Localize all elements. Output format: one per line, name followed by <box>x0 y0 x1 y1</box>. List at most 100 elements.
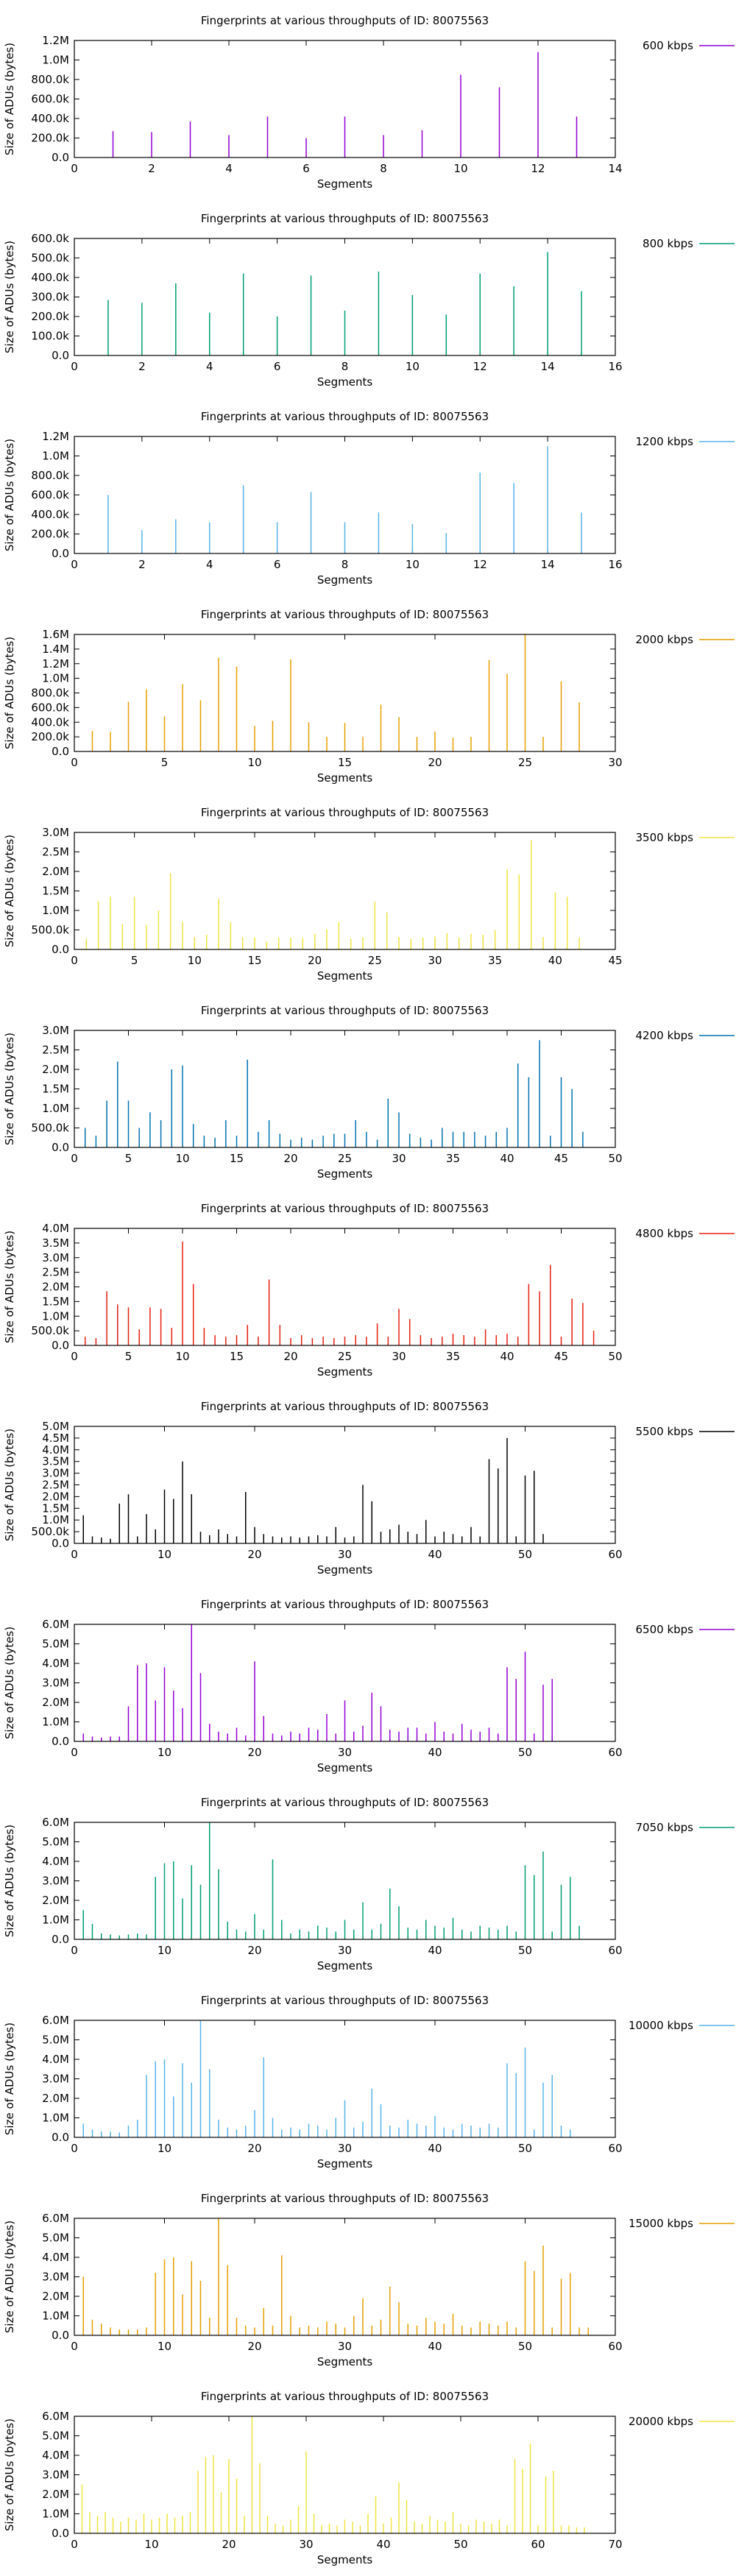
x-tick-label: 45 <box>554 1350 568 1363</box>
y-tick-label: 3.0M <box>42 1677 69 1690</box>
y-tick-label: 1.0M <box>42 904 69 917</box>
chart-title: Fingerprints at various throughputs of I… <box>201 1598 489 1611</box>
chart-panel: Fingerprints at various throughputs of I… <box>3 1994 735 2170</box>
x-tick-label: 0 <box>71 2538 78 2551</box>
chart-title: Fingerprints at various throughputs of I… <box>201 2192 489 2205</box>
x-tick-label: 0 <box>71 360 78 373</box>
y-tick-label: 800.0k <box>31 687 69 700</box>
x-tick-label: 30 <box>299 2538 313 2551</box>
y-tick-label: 3.0M <box>42 1251 69 1264</box>
x-tick-label: 0 <box>71 2142 78 2155</box>
legend-label: 15000 kbps <box>629 2217 693 2230</box>
y-tick-label: 300.0k <box>31 291 69 304</box>
x-tick-label: 10 <box>175 1152 189 1165</box>
y-axis-label: Size of ADUs (bytes) <box>3 439 16 551</box>
y-tick-label: 3.0M <box>42 2469 69 2482</box>
x-tick-label: 40 <box>500 1152 514 1165</box>
plot-frame <box>74 2218 616 2336</box>
y-tick-label: 2.0M <box>42 1490 69 1503</box>
x-tick-label: 60 <box>608 2142 622 2155</box>
y-tick-label: 5.0M <box>42 1836 69 1849</box>
y-tick-label: 600.0k <box>31 489 69 502</box>
legend-label: 4200 kbps <box>636 1029 694 1042</box>
y-axis-label: Size of ADUs (bytes) <box>3 1825 16 1937</box>
x-tick-label: 5 <box>161 756 169 769</box>
x-tick-label: 40 <box>548 954 562 967</box>
x-tick-label: 10 <box>158 1746 171 1759</box>
chart-panel: Fingerprints at various throughputs of I… <box>3 2192 735 2368</box>
plot-frame <box>74 436 616 554</box>
y-axis-label: Size of ADUs (bytes) <box>3 1033 16 1145</box>
y-tick-label: 2.0M <box>42 1281 69 1294</box>
y-tick-label: 800.0k <box>31 73 69 86</box>
x-tick-label: 20 <box>247 1548 261 1561</box>
y-tick-label: 3.0M <box>42 1875 69 1888</box>
y-tick-label: 1.0M <box>42 1716 69 1729</box>
y-tick-label: 2.5M <box>42 1044 69 1057</box>
y-tick-label: 3.0M <box>42 1024 69 1037</box>
y-tick-label: 6.0M <box>42 2014 69 2027</box>
y-tick-label: 800.0k <box>31 469 69 482</box>
y-tick-label: 0.0 <box>52 745 69 758</box>
y-tick-label: 200.0k <box>31 528 69 541</box>
y-tick-label: 3.0M <box>42 2073 69 2086</box>
x-tick-label: 50 <box>608 1152 622 1165</box>
x-tick-label: 45 <box>608 954 622 967</box>
x-tick-label: 0 <box>71 1746 78 1759</box>
x-tick-label: 0 <box>71 2340 78 2353</box>
x-tick-label: 10 <box>158 1548 171 1561</box>
x-tick-label: 30 <box>338 2142 352 2155</box>
legend-label: 4800 kbps <box>636 1227 694 1240</box>
y-tick-label: 2.0M <box>42 1696 69 1709</box>
x-axis-label: Segments <box>317 1365 373 1379</box>
x-tick-label: 0 <box>71 1548 78 1561</box>
y-tick-label: 2.0M <box>42 1894 69 1907</box>
x-axis-label: Segments <box>317 177 373 191</box>
y-tick-label: 0.0 <box>52 547 69 560</box>
y-tick-label: 4.0M <box>42 1657 69 1670</box>
plot-frame <box>74 832 616 950</box>
chart-panel: Fingerprints at various throughputs of I… <box>3 1598 735 1774</box>
x-axis-label: Segments <box>317 1563 373 1577</box>
chart-title: Fingerprints at various throughputs of I… <box>201 1796 489 1809</box>
x-tick-label: 10 <box>144 2538 158 2551</box>
x-tick-label: 40 <box>428 2142 442 2155</box>
y-tick-label: 4.0M <box>42 1855 69 1868</box>
y-tick-label: 1.2M <box>42 430 69 443</box>
x-tick-label: 35 <box>446 1152 460 1165</box>
chart-panel: Fingerprints at various throughputs of I… <box>3 1400 735 1577</box>
y-tick-label: 1.0M <box>42 2508 69 2521</box>
y-tick-label: 1.4M <box>42 643 69 656</box>
y-tick-label: 6.0M <box>42 2410 69 2423</box>
x-tick-label: 50 <box>608 1350 622 1363</box>
x-axis-label: Segments <box>317 2553 373 2566</box>
x-tick-label: 25 <box>368 954 382 967</box>
y-tick-label: 3.0M <box>42 1467 69 1480</box>
legend-label: 10000 kbps <box>629 2019 693 2032</box>
x-tick-label: 15 <box>230 1350 244 1363</box>
plot-frame <box>74 634 616 752</box>
y-tick-label: 500.0k <box>31 924 69 937</box>
y-tick-label: 4.0M <box>42 1443 69 1457</box>
chart-title: Fingerprints at various throughputs of I… <box>201 212 489 225</box>
x-tick-label: 8 <box>342 360 349 373</box>
x-tick-label: 60 <box>608 1548 622 1561</box>
legend-label: 20000 kbps <box>629 2415 693 2428</box>
legend-label: 6500 kbps <box>636 1623 694 1636</box>
y-tick-label: 5.0M <box>42 2430 69 2443</box>
x-tick-label: 0 <box>71 756 78 769</box>
x-axis-label: Segments <box>317 1761 373 1774</box>
x-tick-label: 30 <box>428 954 442 967</box>
y-tick-label: 200.0k <box>31 132 69 145</box>
y-axis-label: Size of ADUs (bytes) <box>3 1627 16 1739</box>
x-tick-label: 30 <box>392 1152 406 1165</box>
x-tick-label: 30 <box>338 1548 352 1561</box>
legend-label: 3500 kbps <box>636 831 694 844</box>
x-tick-label: 20 <box>247 1944 261 1957</box>
x-tick-label: 30 <box>608 756 622 769</box>
x-tick-label: 16 <box>608 360 622 373</box>
y-tick-label: 1.2M <box>42 34 69 47</box>
x-tick-label: 20 <box>247 2340 261 2353</box>
x-tick-label: 10 <box>158 2142 171 2155</box>
x-tick-label: 10 <box>188 954 202 967</box>
